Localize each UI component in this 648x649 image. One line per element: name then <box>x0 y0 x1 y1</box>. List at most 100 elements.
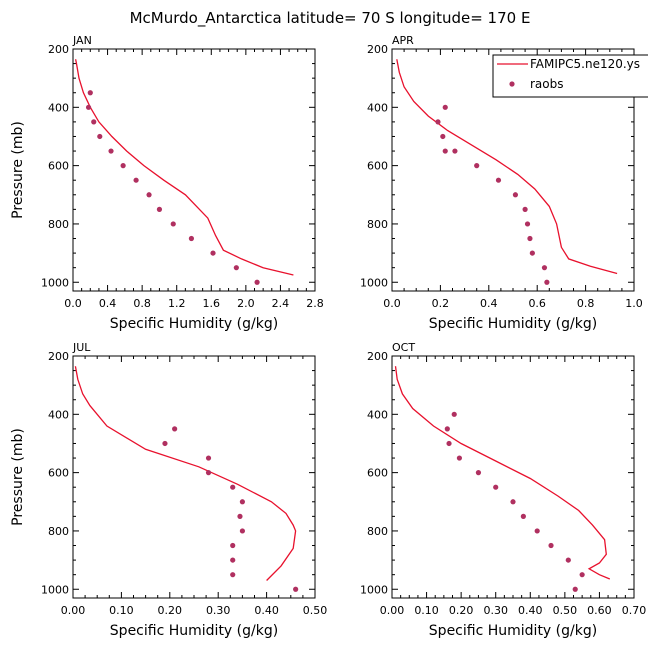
raobs-point <box>120 163 126 169</box>
y-tick-label: 600 <box>367 467 388 480</box>
raobs-point <box>85 104 92 110</box>
x-tick-label: 0.4 <box>480 297 498 310</box>
y-tick-label: 1000 <box>41 276 69 289</box>
raobs-point <box>87 90 93 96</box>
y-tick-label: 400 <box>48 408 69 421</box>
panel-oct: OCT 0.00 0.10 0.20 0.30 0.40 0.50 0.60 0.70 200 40… <box>360 341 646 639</box>
x-tick-label: 0.00 <box>61 604 86 617</box>
raobs-point <box>210 250 216 256</box>
x-tick-label: 1.0 <box>625 297 643 310</box>
panel-jul: JUL 0.00 0.10 0.20 0.30 0.40 0.50 200 400 600 800 1… <box>10 341 327 639</box>
y-tick-label: 200 <box>367 43 388 56</box>
raobs-point <box>456 455 463 461</box>
raobs-point <box>435 119 441 125</box>
raobs-point <box>156 206 163 212</box>
x-axis-label: Specific Humidity (g/kg) <box>429 623 597 639</box>
raobs-point <box>233 265 239 271</box>
raobs-point <box>534 528 540 534</box>
x-tick-label: 0.40 <box>518 604 543 617</box>
raobs-point <box>230 542 236 549</box>
y-tick-label: 200 <box>48 350 69 363</box>
raobs-point <box>162 440 168 447</box>
x-tick-label: 0.30 <box>206 604 231 617</box>
raobs-point <box>520 513 526 519</box>
x-tick-label: 0.00 <box>380 604 405 617</box>
x-axis-label: Specific Humidity (g/kg) <box>110 623 278 639</box>
raobs-point <box>565 557 571 563</box>
x-tick-label: 0.0 <box>383 297 401 310</box>
raobs-point <box>529 250 535 256</box>
x-tick-label: 0.6 <box>528 297 546 310</box>
raobs-point <box>541 265 548 271</box>
y-tick-label: 1000 <box>360 276 388 289</box>
y-axis-label: Pressure (mb) <box>10 121 26 219</box>
raobs-point <box>237 513 243 519</box>
raobs-point <box>544 279 550 285</box>
panel-label: APR <box>392 34 414 47</box>
y-tick-label: 400 <box>48 101 69 114</box>
legend-box <box>492 54 648 98</box>
x-tick-label: 0.40 <box>254 604 279 617</box>
plot-frame <box>72 48 316 292</box>
x-tick-label: 0.50 <box>303 604 328 617</box>
x-axis-label: Specific Humidity (g/kg) <box>429 316 597 332</box>
panel-apr: APR 0.0 0.2 0.4 0.6 0.8 1.0 200 400 600 800 1000 Spe… <box>360 34 643 332</box>
raobs-point <box>239 528 245 534</box>
x-tick-label: 2.4 <box>272 297 290 310</box>
y-axis-label: Pressure (mb) <box>10 428 26 526</box>
raobs-point <box>579 572 585 578</box>
raobs-point <box>444 426 450 432</box>
raobs-point <box>230 572 236 578</box>
model-line <box>394 366 611 580</box>
raobs-point <box>205 470 212 476</box>
raobs-point <box>495 177 502 183</box>
x-tick-label: 1.6 <box>203 297 221 310</box>
model-line <box>74 366 297 581</box>
x-tick-label: 0.0 <box>64 297 82 310</box>
y-tick-label: 800 <box>48 218 69 231</box>
x-tick-label: 0.30 <box>483 604 508 617</box>
raobs-point <box>446 440 452 447</box>
raobs-point <box>293 586 299 592</box>
x-tick-label: 0.8 <box>577 297 595 310</box>
x-tick-label: 0.50 <box>553 604 578 617</box>
y-tick-label: 400 <box>367 101 388 114</box>
y-tick-label: 600 <box>48 467 69 480</box>
raobs-point <box>522 206 528 212</box>
raobs-point <box>442 104 448 110</box>
y-tick-label: 1000 <box>360 583 388 596</box>
panel-label: OCT <box>392 341 415 354</box>
legend-raobs-swatch <box>509 81 515 87</box>
raobs-point <box>146 192 152 198</box>
chart-title: McMurdo_Antarctica latitude= 70 S longit… <box>130 9 531 28</box>
raobs-point <box>451 411 457 417</box>
raobs-point <box>230 484 236 490</box>
y-tick-label: 200 <box>367 350 388 363</box>
raobs-point <box>493 484 499 490</box>
x-tick-label: 2.0 <box>237 297 255 310</box>
y-tick-label: 800 <box>367 218 388 231</box>
raobs-point <box>475 470 482 476</box>
x-tick-label: 2.8 <box>306 297 324 310</box>
raobs-point <box>548 542 554 549</box>
y-tick-label: 600 <box>48 160 69 173</box>
raobs-point <box>170 221 176 227</box>
raobs-point <box>442 148 448 154</box>
raobs-point <box>474 163 480 169</box>
x-tick-label: 0.4 <box>99 297 117 310</box>
x-axis-label: Specific Humidity (g/kg) <box>110 316 278 332</box>
raobs-point <box>91 119 97 125</box>
x-tick-label: 0.20 <box>449 604 474 617</box>
legend: FAMIPC5.ne120.ys raobs <box>492 54 648 98</box>
raobs-point <box>172 426 178 432</box>
y-tick-label: 200 <box>48 43 69 56</box>
x-tick-label: 0.70 <box>622 604 647 617</box>
raobs-point <box>527 235 533 242</box>
raobs-point <box>97 133 103 140</box>
raobs-point <box>254 279 260 285</box>
x-tick-label: 0.20 <box>158 604 183 617</box>
x-tick-label: 0.8 <box>133 297 151 310</box>
raobs-point <box>239 499 245 505</box>
panel-jan: JAN 0.0 0.4 0.8 1.2 1.6 2.0 2.4 2.8 200 400 600 800 1… <box>10 34 324 332</box>
